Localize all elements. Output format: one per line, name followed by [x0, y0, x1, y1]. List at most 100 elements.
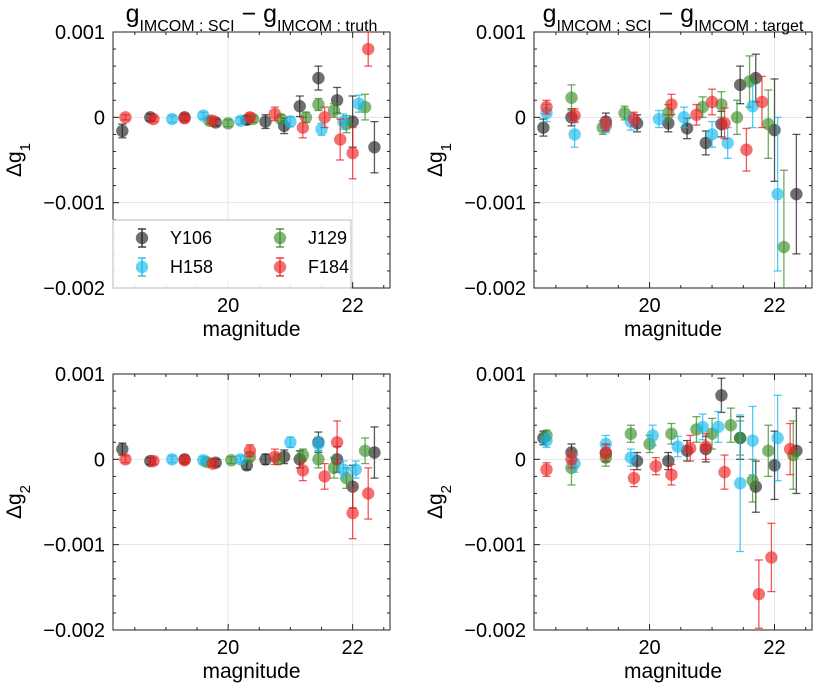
- data-point-h158: [165, 453, 179, 466]
- data-point-y106: [662, 117, 675, 130]
- data-point-h158: [234, 114, 247, 127]
- y-tick-label: 0: [515, 107, 526, 129]
- x-tick-label: 22: [342, 295, 364, 317]
- data-point-f184: [296, 464, 310, 477]
- data-point-f184: [346, 506, 359, 520]
- y-axis-label-base: Δg: [3, 151, 26, 177]
- data-point-j129: [312, 453, 325, 466]
- data-point-f184: [243, 444, 257, 457]
- y-tick-label: 0: [94, 107, 105, 129]
- legend-label: J129: [308, 228, 347, 248]
- data-point-h158: [652, 112, 666, 126]
- data-point-f184: [147, 454, 160, 468]
- data-point-h158: [624, 451, 638, 464]
- data-point-h158: [721, 136, 734, 150]
- data-point-f184: [665, 468, 678, 481]
- data-point-h158: [540, 434, 553, 447]
- data-point-y106: [346, 480, 359, 493]
- data-point-h158: [712, 420, 725, 434]
- data-point-f184: [178, 111, 191, 125]
- data-point-j129: [724, 419, 737, 432]
- data-point-j129: [225, 453, 238, 467]
- data-point-f184: [599, 446, 613, 459]
- panel-title: gIMCOM : SCI − gIMCOM : target: [543, 0, 804, 35]
- data-layer: [537, 53, 803, 288]
- data-point-f184: [718, 117, 731, 130]
- y-axis-label: Δg1: [3, 143, 34, 177]
- data-point-f184: [755, 95, 769, 109]
- data-point-f184: [178, 453, 191, 467]
- plot-frame: [533, 373, 813, 631]
- x-tick-label: 20: [217, 295, 239, 317]
- data-point-j129: [777, 240, 791, 254]
- y-tick-label: −0.001: [43, 535, 105, 557]
- data-point-y106: [699, 136, 712, 150]
- y-tick-label: −0.002: [43, 620, 105, 642]
- data-point-f184: [705, 95, 719, 109]
- data-layer: [537, 377, 803, 629]
- data-point-f184: [565, 453, 578, 466]
- data-point-y106: [368, 141, 381, 154]
- plot-frame: [533, 31, 813, 289]
- y-tick-label: 0.001: [55, 22, 105, 44]
- data-point-j129: [358, 444, 372, 457]
- x-axis-label: magnitude: [202, 660, 300, 683]
- panel-title: gIMCOM : SCI − gIMCOM : truth: [126, 0, 378, 35]
- data-point-h158: [315, 123, 328, 136]
- y-axis-label: Δg2: [424, 485, 455, 519]
- data-point-j129: [327, 461, 341, 475]
- data-point-y106: [293, 100, 306, 113]
- data-point-f184: [699, 440, 712, 453]
- y-tick-label: −0.001: [464, 535, 526, 557]
- title-sub1: IMCOM : SCI: [139, 18, 234, 35]
- y-axis-label-sub: 1: [17, 143, 34, 151]
- data-point-f184: [318, 111, 331, 124]
- data-point-f184: [119, 111, 132, 124]
- data-point-h158: [234, 453, 247, 466]
- x-tick-label: 20: [638, 295, 660, 317]
- data-point-y106: [715, 389, 728, 402]
- data-point-y106: [733, 78, 747, 92]
- title-minus: −: [652, 0, 681, 28]
- title-g2: g: [263, 0, 277, 28]
- data-point-y106: [259, 453, 272, 466]
- data-point-f184: [683, 442, 697, 455]
- data-point-j129: [730, 111, 744, 124]
- y-axis-label: Δg1: [424, 143, 455, 177]
- title-g1: g: [126, 0, 140, 28]
- data-point-f184: [147, 112, 160, 126]
- y-axis-label-sub: 2: [17, 485, 34, 493]
- data-point-y106: [259, 115, 272, 128]
- data-point-f184: [362, 42, 375, 56]
- data-point-h158: [705, 128, 719, 141]
- x-axis-label: magnitude: [202, 318, 300, 341]
- title-sub2: IMCOM : target: [694, 18, 804, 35]
- data-point-h158: [312, 437, 325, 451]
- y-tick-label: 0.001: [476, 22, 526, 44]
- title-sub1: IMCOM : SCI: [557, 18, 652, 35]
- panel-bottom-left: 20 22 0.001 0 −0.001 −0.002 magnitude Δg2: [3, 364, 391, 683]
- legend-label: H158: [170, 257, 213, 277]
- data-point-j129: [618, 106, 631, 120]
- x-tick-label: 20: [217, 637, 239, 659]
- data-point-f184: [334, 133, 347, 146]
- legend-box: [112, 219, 352, 289]
- x-tick-label: 22: [763, 637, 785, 659]
- y-tick-label: 0: [94, 449, 105, 471]
- data-point-f184: [330, 436, 344, 449]
- data-point-f184: [206, 114, 219, 127]
- legend-item-h158: H158: [135, 257, 213, 277]
- data-point-j129: [296, 448, 310, 462]
- data-point-f184: [665, 98, 678, 111]
- data-point-h158: [197, 453, 210, 467]
- x-tick-label: 20: [638, 637, 660, 659]
- data-point-h158: [746, 434, 759, 447]
- data-point-h158: [352, 97, 366, 110]
- data-point-h158: [677, 111, 691, 124]
- panel-top-left: 20 220.0010−0.001−0.002magnitudeΔg1gIMCOM…: [3, 0, 391, 341]
- y-axis-label-base: Δg: [424, 493, 447, 519]
- y-tick-label: −0.002: [464, 278, 526, 300]
- data-point-h158: [771, 431, 784, 445]
- data-point-h158: [165, 112, 179, 126]
